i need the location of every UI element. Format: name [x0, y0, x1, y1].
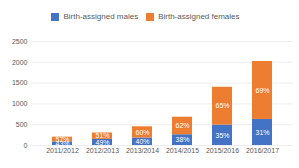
svg-text:2012/2013: 2012/2013 — [86, 147, 119, 154]
svg-text:2015/2016: 2015/2016 — [206, 147, 239, 154]
svg-text:2014/2015: 2014/2015 — [166, 147, 199, 154]
svg-text:2016/2017: 2016/2017 — [246, 147, 279, 154]
svg-text:1000: 1000 — [12, 100, 28, 107]
svg-text:40%: 40% — [135, 138, 149, 145]
svg-text:2500: 2500 — [12, 38, 28, 45]
svg-text:51%: 51% — [95, 132, 109, 139]
svg-text:2013/2014: 2013/2014 — [126, 147, 159, 154]
svg-text:57%: 57% — [55, 136, 69, 143]
svg-text:2011/2012: 2011/2012 — [46, 147, 79, 154]
svg-text:0: 0 — [24, 142, 28, 149]
svg-text:1500: 1500 — [12, 79, 28, 86]
html-text:Birth-assigned females: Birth-assigned females — [158, 12, 240, 21]
svg-text:38%: 38% — [175, 136, 189, 143]
svg-text:69%: 69% — [255, 87, 269, 94]
html-text:Birth-assigned males: Birth-assigned males — [63, 12, 139, 21]
svg-text:500: 500 — [16, 121, 28, 128]
svg-text:31%: 31% — [255, 129, 269, 136]
svg-text:60%: 60% — [135, 129, 149, 136]
svg-text:35%: 35% — [215, 132, 229, 139]
svg-text:43%: 43% — [55, 140, 70, 147]
svg-text:49%: 49% — [95, 139, 109, 146]
svg-text:62%: 62% — [175, 122, 189, 129]
svg-text:2000: 2000 — [12, 59, 28, 66]
svg-text:65%: 65% — [215, 102, 229, 109]
